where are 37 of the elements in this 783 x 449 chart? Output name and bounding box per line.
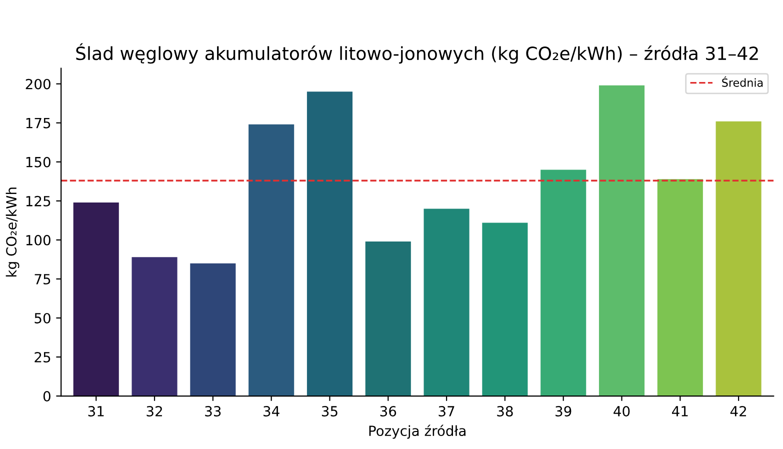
x-tick-label: 39 <box>556 406 572 416</box>
bar <box>190 263 236 396</box>
y-tick-label: 100 <box>26 234 50 246</box>
y-tick-label: 75 <box>34 274 50 284</box>
bar <box>540 170 586 396</box>
y-axis-title: kg CO₂e/kWh <box>6 188 20 277</box>
y-tick-label: 0 <box>43 390 50 402</box>
x-tick-label: 31 <box>88 406 104 416</box>
x-tick-label: 40 <box>614 406 630 416</box>
bar <box>365 242 411 396</box>
bar <box>716 121 762 396</box>
y-tick-label: 200 <box>26 78 50 90</box>
x-tick-label: 36 <box>380 406 396 416</box>
x-axis-title: Pozycja źródła <box>369 424 466 439</box>
x-tick-label: 32 <box>146 406 162 416</box>
legend-label: Średnia <box>722 76 763 87</box>
x-tick-label: 41 <box>672 406 688 416</box>
x-tick-label: 33 <box>205 406 221 416</box>
y-tick-label: 125 <box>26 196 50 206</box>
bar <box>73 202 119 396</box>
x-tick-label: 38 <box>497 406 513 416</box>
bar <box>598 85 645 396</box>
chart-title: Ślad węglowy akumulatorów litowo-jonowych (kg CO₂e/kWh) – źródła 31–42 <box>76 43 758 64</box>
bar <box>482 222 528 396</box>
y-tick-label: 175 <box>26 118 50 128</box>
bar <box>657 179 703 396</box>
x-tick-label: 42 <box>730 406 746 416</box>
y-tick-label: 50 <box>34 312 50 324</box>
y-tick-label: 25 <box>34 352 50 362</box>
x-tick-label: 37 <box>438 406 454 416</box>
bar <box>424 208 470 396</box>
bar <box>248 124 294 396</box>
bar <box>306 92 353 396</box>
y-tick-label: 150 <box>26 156 50 168</box>
bar <box>132 257 178 396</box>
x-tick-label: 34 <box>264 406 280 416</box>
x-tick-label: 35 <box>322 406 338 416</box>
